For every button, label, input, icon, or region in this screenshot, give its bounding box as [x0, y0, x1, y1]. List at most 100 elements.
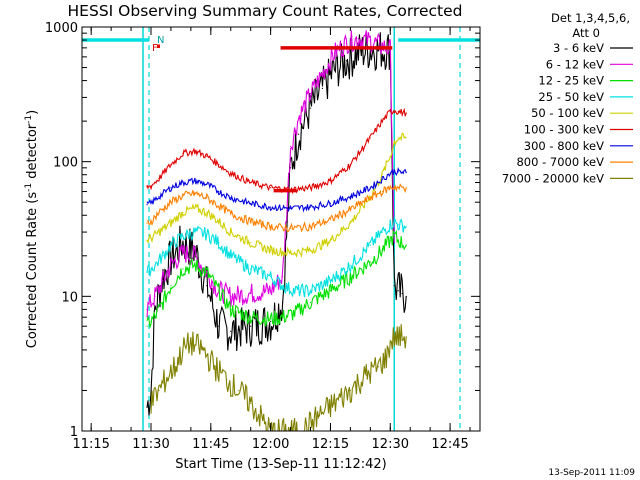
series-3-point-12: [281, 285, 284, 287]
series-8-point-23: [405, 336, 407, 338]
series-7: [146, 183, 407, 233]
series-6-point-2: [158, 196, 160, 198]
series-8-point-4: [182, 349, 184, 351]
series-2-point-18: [381, 249, 383, 251]
series-1-point-3: [162, 280, 164, 282]
series-0-point-0: [146, 406, 148, 408]
series-3-point-8: [218, 242, 220, 244]
series-2-point-13: [293, 312, 296, 314]
x-tick-label-5: 12:30: [372, 437, 409, 452]
series-6-point-1: [150, 202, 152, 204]
series-6-point-3: [170, 187, 172, 189]
series-2-point-8: [218, 290, 220, 292]
series-4-point-2: [158, 231, 160, 233]
y-tick-label-2: 100: [53, 156, 78, 171]
series-1-point-5: [182, 252, 184, 254]
series-6-point-20: [405, 171, 407, 174]
series-line-3: [146, 215, 407, 298]
legend-label-0: 3 - 6 keV: [553, 41, 604, 55]
series-3-point-4: [170, 244, 172, 246]
series-5-point-19: [397, 111, 399, 113]
series-2-point-4: [170, 285, 172, 287]
series-2-point-2: [154, 316, 156, 318]
series-8-point-7: [214, 366, 216, 368]
series-4-point-10: [270, 249, 272, 251]
series-2-point-3: [162, 301, 164, 304]
series-0-point-5: [182, 242, 184, 244]
y-axis-label-sup2: -1: [24, 115, 34, 124]
series-5: [146, 107, 407, 195]
series-1-point-15: [309, 93, 312, 95]
series-0-point-14: [297, 133, 300, 135]
series-2: [146, 229, 407, 328]
series-0-point-12: [281, 301, 284, 304]
series-6-point-4: [182, 181, 184, 184]
series-2-point-1: [150, 320, 152, 323]
series-7-point-4: [182, 194, 184, 197]
series-3-point-6: [194, 231, 196, 233]
legend-label-2: 12 - 25 keV: [538, 74, 604, 88]
series-6-point-17: [389, 172, 391, 174]
series-3-point-21: [397, 224, 399, 226]
series-1-point-10: [250, 292, 252, 295]
series-0-point-9: [230, 330, 232, 332]
indicator-segments: [82, 38, 480, 193]
series-8-point-8: [226, 379, 228, 381]
series-1-point-12: [281, 276, 284, 278]
series-4-point-14: [349, 222, 351, 224]
series-8: [150, 324, 407, 431]
legend-header-line1: Det 1,3,4,5,6,: [551, 11, 630, 25]
series-5-point-17: [389, 111, 391, 113]
series-6-point-13: [329, 202, 332, 204]
series-0-point-16: [321, 87, 324, 89]
series-5-point-14: [349, 164, 351, 166]
series-7-point-12: [309, 225, 312, 228]
series-2-point-5: [182, 268, 184, 270]
series-8-point-20: [389, 342, 391, 344]
x-tick-label-0: 11:15: [72, 437, 109, 452]
series-8-point-18: [377, 366, 379, 368]
series-2-point-10: [250, 316, 252, 318]
series-6-point-19: [397, 171, 399, 173]
legend-label-5: 100 - 300 keV: [524, 123, 604, 137]
series-2-point-22: [405, 244, 407, 246]
series-5-point-6: [206, 155, 208, 157]
series-8-point-9: [238, 389, 240, 392]
series-1-point-23: [393, 242, 395, 244]
series-7-point-5: [194, 192, 196, 195]
series-7-point-6: [206, 197, 208, 199]
chart-title: HESSI Observing Summary Count Rates, Cor…: [68, 2, 463, 20]
series-3-point-10: [250, 268, 252, 270]
series-7-point-14: [349, 209, 351, 211]
series-7-point-1: [150, 220, 152, 223]
legend-header-line2: Att 0: [572, 26, 600, 40]
y-axis-label-mid: detector: [25, 123, 40, 183]
series-line-7: [146, 183, 407, 233]
series-0-point-26: [405, 295, 407, 297]
legend-label-1: 6 - 12 keV: [546, 57, 604, 71]
series-3-point-14: [309, 290, 312, 292]
series-4-point-4: [182, 211, 184, 214]
series-0-point-23: [393, 285, 395, 287]
boundary-lines: [142, 27, 461, 431]
series-7-point-16: [381, 190, 383, 193]
series-line-2: [146, 229, 407, 328]
series-1-point-4: [170, 264, 172, 266]
series-8-point-6: [202, 349, 204, 351]
series-2-point-11: [270, 318, 272, 320]
series-6-point-9: [250, 202, 252, 204]
series-5-point-4: [182, 152, 184, 155]
series-8-point-3: [174, 366, 176, 368]
series-0-point-2: [154, 308, 156, 310]
series-group: [146, 30, 407, 431]
timestamp: 13-Sep-2011 11:09: [548, 468, 635, 478]
series-8-point-2: [166, 376, 168, 379]
series-4-point-5: [194, 207, 196, 209]
series-5-point-5: [194, 150, 196, 152]
series-1-point-16: [321, 73, 324, 75]
series-5-point-0: [146, 186, 148, 188]
series-4-point-3: [170, 222, 172, 224]
flag-f-label: F: [152, 43, 158, 54]
series-0-point-1: [150, 389, 152, 392]
series-6-point-5: [194, 180, 196, 182]
